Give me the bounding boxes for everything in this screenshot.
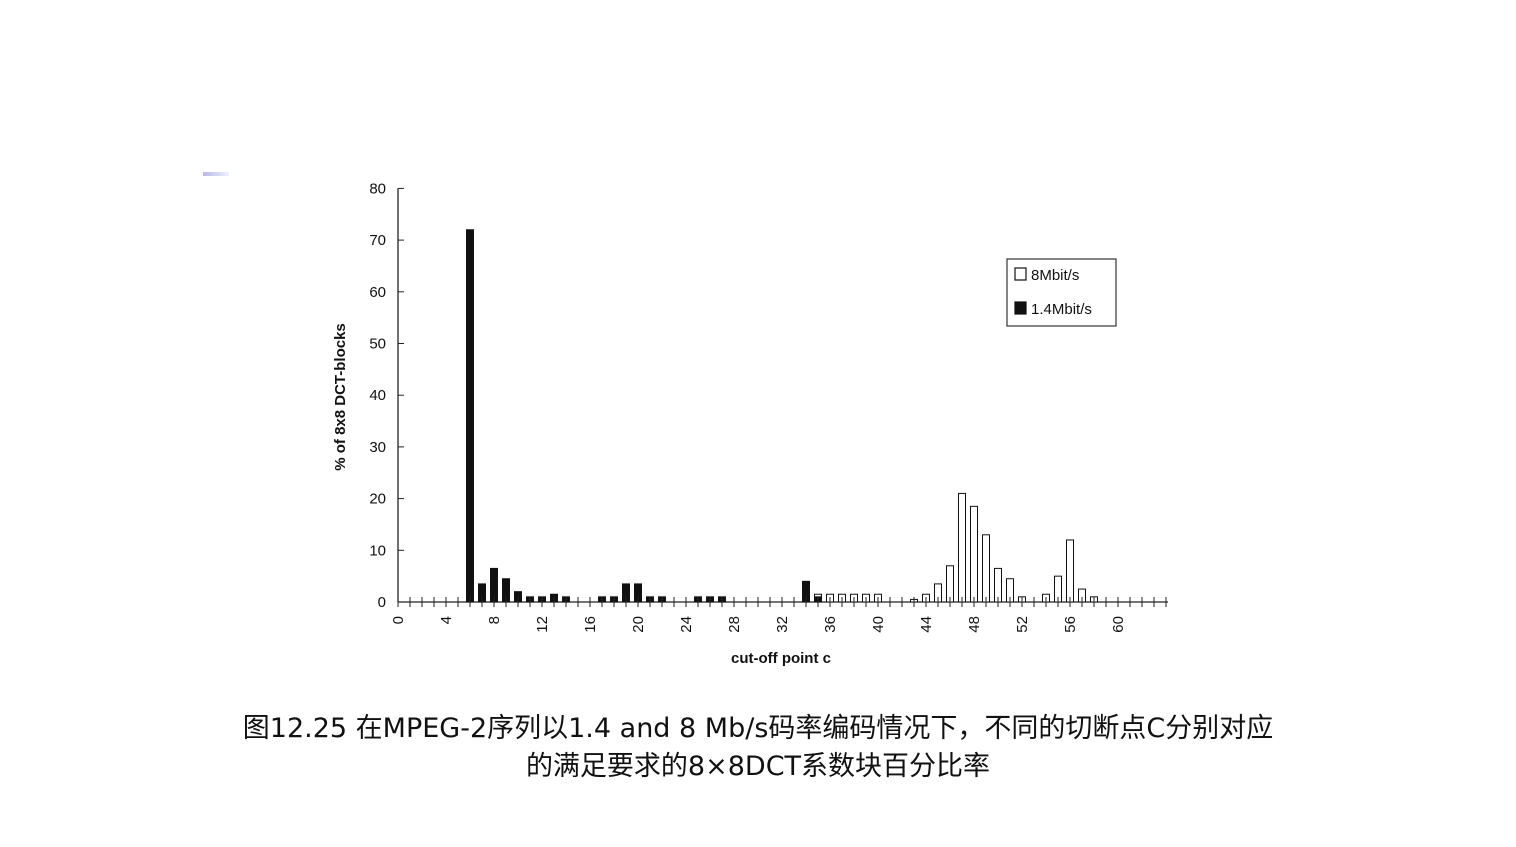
decorative-accent-bar — [203, 172, 229, 176]
x-tick-label: 16 — [582, 616, 599, 633]
x-tick-label: 4 — [438, 616, 455, 624]
x-tick-label: 36 — [822, 616, 839, 633]
y-tick-label: 70 — [369, 232, 386, 249]
x-tick-label: 24 — [678, 616, 695, 633]
y-tick-label: 50 — [369, 336, 386, 353]
legend-swatch — [1014, 301, 1027, 315]
y-axis-title: % of 8x8 DCT-blocks — [332, 323, 349, 471]
bar-8mbit — [1066, 539, 1074, 603]
bar-8mbit — [958, 492, 966, 603]
bar-1-4mbit — [490, 567, 498, 603]
y-tick-label: 20 — [369, 491, 386, 508]
x-tick-label: 40 — [870, 616, 887, 633]
x-tick-label: 52 — [1014, 616, 1031, 633]
y-tick-label: 60 — [369, 284, 386, 301]
x-tick-label: 44 — [918, 616, 935, 633]
bar-8mbit — [946, 565, 954, 603]
x-tick-label: 12 — [534, 616, 551, 633]
x-axis-title: cut-off point c — [731, 650, 831, 667]
bar-8mbit — [982, 534, 990, 603]
x-tick-label: 48 — [966, 616, 983, 633]
y-tick-label: 0 — [378, 594, 386, 611]
x-tick-label: 28 — [726, 616, 743, 633]
y-tick-label: 10 — [369, 542, 386, 559]
legend-label: 8Mbit/s — [1031, 267, 1079, 284]
y-tick-label: 40 — [369, 387, 386, 404]
bar-8mbit — [970, 505, 978, 603]
x-tick-label: 56 — [1062, 616, 1079, 633]
x-tick-label: 0 — [390, 616, 407, 624]
chart-bars — [466, 229, 1098, 603]
chart-legend: 8Mbit/s 1.4Mbit/s — [1006, 258, 1117, 327]
x-tick-label: 32 — [774, 616, 791, 633]
x-tick-label: 8 — [486, 616, 503, 624]
legend-swatch — [1014, 267, 1027, 281]
y-tick-label: 80 — [369, 180, 386, 197]
chart-axes — [397, 188, 1168, 603]
figure-caption-line-2: 的满足要求的8×8DCT系数块百分比率 — [525, 751, 991, 782]
legend-label: 1.4Mbit/s — [1031, 301, 1092, 318]
x-tick-label: 60 — [1110, 616, 1127, 633]
figure-caption-line-1: 图12.25 在MPEG-2序列以1.4 and 8 Mb/s码率编码情况下，不… — [242, 713, 1274, 744]
y-tick-label: 30 — [369, 439, 386, 456]
bar-8mbit — [994, 567, 1002, 603]
bar-1-4mbit — [466, 229, 474, 603]
x-tick-label: 20 — [630, 616, 647, 633]
